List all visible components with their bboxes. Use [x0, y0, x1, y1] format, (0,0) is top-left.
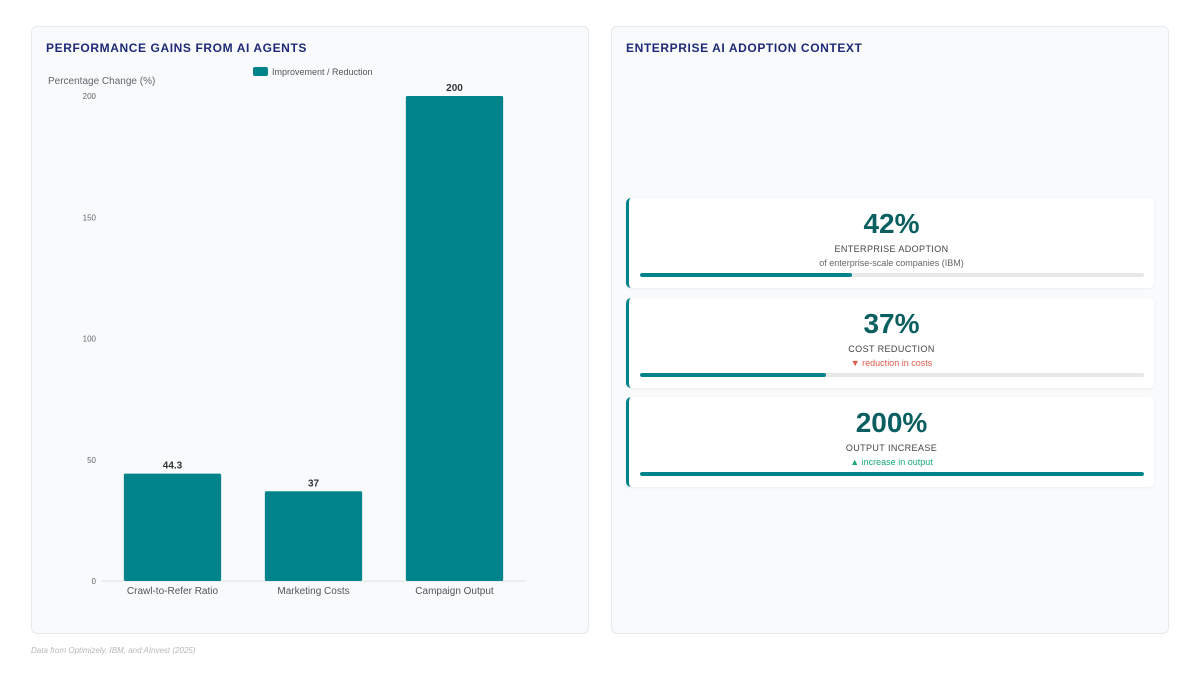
progress-fill [640, 373, 827, 377]
y-tick-label: 100 [83, 335, 97, 344]
metric-label: OUTPUT INCREASE [845, 443, 938, 453]
bar-value-label: 44.3 [163, 461, 183, 472]
bar-chart: Improvement / Reduction Percentage Chang… [48, 67, 525, 597]
source-note: Data from Optimizely, IBM, and AInvest (… [31, 646, 196, 655]
y-tick-label: 50 [87, 456, 96, 465]
y-tick-label: 200 [83, 92, 97, 101]
adoption-context-panel: ENTERPRISE AI ADOPTION CONTEXT 42% ENTER… [611, 26, 1169, 634]
legend-swatch [253, 67, 268, 76]
bar [405, 96, 504, 581]
y-tick-label: 150 [83, 213, 97, 222]
performance-chart-panel: PERFORMANCE GAINS FROM AI AGENTS Improve… [31, 26, 589, 634]
progress-track [640, 273, 1144, 277]
metric-note: of enterprise-scale companies (IBM) [819, 258, 964, 268]
metric-value: 42% [863, 208, 920, 239]
metric-label: ENTERPRISE ADOPTION [834, 244, 949, 254]
progress-track [640, 472, 1144, 476]
y-axis-label: Percentage Change (%) [48, 76, 155, 87]
bar-value-label: 37 [308, 478, 320, 489]
chart-panel-title: PERFORMANCE GAINS FROM AI AGENTS [46, 41, 307, 55]
x-axis-ticks: Crawl-to-Refer Ratio Marketing Costs Campa… [127, 586, 494, 597]
metric-note: ▼ reduction in costs [850, 358, 933, 368]
metric-value: 200% [855, 407, 928, 438]
metric-note: ▲ increase in output [850, 457, 933, 467]
bars-group: 44.3 37 200 [123, 83, 504, 581]
bar [123, 473, 222, 581]
legend-label: Improvement / Reduction [272, 67, 373, 77]
y-axis-ticks: 0 50 100 150 200 [83, 92, 97, 586]
x-tick-label: Campaign Output [415, 586, 494, 597]
x-tick-label: Marketing Costs [277, 586, 349, 597]
progress-track [640, 373, 1144, 377]
metric-card-cost: 37% COST REDUCTION ▼ reduction in costs [626, 298, 1154, 388]
metric-card-adoption: 42% ENTERPRISE ADOPTION of enterprise-sc… [626, 198, 1154, 288]
bar-value-label: 200 [446, 83, 463, 94]
context-panel-title: ENTERPRISE AI ADOPTION CONTEXT [626, 41, 863, 55]
progress-fill [640, 472, 1144, 476]
metric-label: COST REDUCTION [848, 344, 935, 354]
metric-value: 37% [863, 308, 920, 339]
x-tick-label: Crawl-to-Refer Ratio [127, 586, 219, 597]
y-tick-label: 0 [92, 577, 97, 586]
bar [264, 491, 363, 581]
metric-card-output: 200% OUTPUT INCREASE ▲ increase in outpu… [626, 397, 1154, 487]
progress-fill [640, 273, 852, 277]
